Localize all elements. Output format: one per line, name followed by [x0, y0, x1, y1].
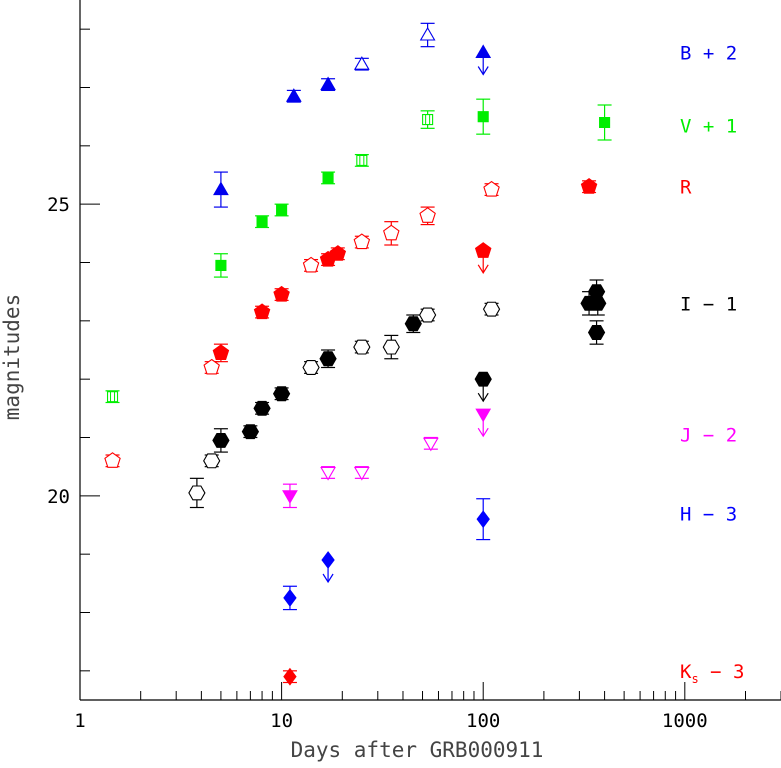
- data-markers: [104, 26, 611, 686]
- tick-labels: 1 10 100 1000 20 25: [47, 194, 708, 732]
- band-labels: Ks − 3 H − 3 J − 2 I − 1 R V + 1 B + 2: [680, 43, 744, 686]
- data-point: [322, 172, 334, 184]
- data-point: [382, 339, 400, 355]
- data-point: [418, 307, 437, 323]
- data-point: [203, 358, 220, 375]
- data-point: [353, 339, 371, 355]
- data-point: [241, 424, 260, 440]
- band-label: H − 3: [680, 503, 737, 525]
- data-point: [580, 177, 598, 194]
- data-point: [599, 116, 611, 129]
- data-point: [404, 316, 422, 332]
- data-point: [483, 180, 500, 197]
- band-label: J − 2: [680, 425, 737, 447]
- data-point: [302, 256, 320, 273]
- data-point: [587, 325, 606, 340]
- data-point: [475, 408, 492, 423]
- data-point: [283, 589, 297, 607]
- x-tick-label: 100: [466, 710, 500, 732]
- data-point: [383, 224, 400, 241]
- data-point: [353, 56, 370, 70]
- data-point: [203, 453, 221, 469]
- band-label: V + 1: [680, 115, 737, 137]
- data-point: [253, 303, 271, 320]
- band-label: I − 1: [680, 293, 737, 315]
- data-point: [215, 259, 227, 271]
- data-point: [282, 490, 298, 504]
- data-point: [104, 452, 121, 468]
- limit-arrow-head: [477, 264, 489, 274]
- data-point: [276, 204, 288, 216]
- x-axis-title: Days after GRB000911: [291, 738, 544, 762]
- x-tick-label: 10: [270, 710, 293, 732]
- data-point: [353, 233, 371, 250]
- data-point: [329, 245, 347, 261]
- data-point: [474, 371, 492, 387]
- data-point: [476, 510, 490, 529]
- data-point: [422, 114, 434, 126]
- data-point: [475, 44, 492, 59]
- plot-axes: [79, 0, 781, 701]
- data-point: [320, 466, 336, 481]
- x-tick-label: 1: [74, 710, 85, 732]
- band-label: R: [680, 177, 692, 199]
- data-point: [422, 437, 439, 452]
- data-point: [273, 285, 290, 302]
- data-point: [353, 466, 370, 481]
- band-label: B + 2: [680, 43, 737, 65]
- data-point: [212, 432, 230, 448]
- data-point: [482, 301, 501, 317]
- data-point: [272, 386, 291, 402]
- data-point: [474, 242, 492, 258]
- data-point: [321, 551, 335, 569]
- data-point: [253, 400, 271, 416]
- y-axis-title: magnitudes: [0, 294, 24, 420]
- limit-arrow-head: [322, 573, 334, 584]
- data-point: [212, 344, 230, 360]
- data-point: [285, 88, 302, 102]
- limit-arrow-head: [477, 66, 489, 76]
- data-point: [256, 216, 268, 228]
- data-point: [356, 154, 368, 166]
- x-tick-label: 1000: [662, 710, 708, 732]
- data-point: [320, 76, 336, 91]
- y-tick-label: 25: [47, 194, 70, 216]
- band-label: Ks − 3: [680, 661, 744, 686]
- data-point: [283, 667, 297, 686]
- data-point: [319, 351, 337, 367]
- data-point: [302, 360, 320, 375]
- data-point: [419, 26, 436, 41]
- limit-arrow-head: [477, 427, 489, 438]
- data-point: [419, 207, 436, 223]
- y-tick-label: 20: [47, 486, 70, 508]
- data-point: [589, 295, 607, 311]
- data-point: [477, 111, 489, 123]
- limit-arrow-head: [477, 392, 489, 403]
- data-point: [213, 181, 229, 196]
- data-point: [106, 391, 119, 403]
- data-point: [188, 485, 206, 501]
